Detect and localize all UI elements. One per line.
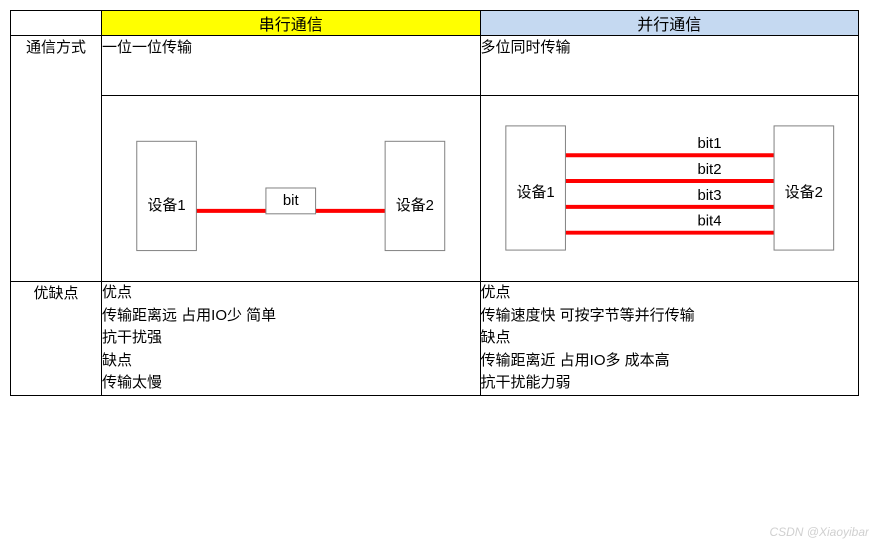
serial-desc: 一位一位传输 <box>102 36 481 96</box>
pros-row: 优缺点 优点 传输距离远 占用IO少 简单 抗干扰强 缺点 传输太慢 优点 传输… <box>11 282 859 396</box>
method-label: 通信方式 <box>11 36 102 282</box>
svg-text:设备2: 设备2 <box>784 184 822 201</box>
serial-pros: 优点 传输距离远 占用IO少 简单 抗干扰强 缺点 传输太慢 <box>102 282 481 396</box>
svg-text:bit1: bit1 <box>697 136 721 152</box>
parallel-diagram: 设备1 设备2 bit1 bit2 bit3 bit4 <box>481 96 859 276</box>
svg-text:bit4: bit4 <box>697 214 721 230</box>
header-row: 串行通信 并行通信 <box>11 11 859 36</box>
svg-text:设备1: 设备1 <box>516 184 554 201</box>
svg-text:bit3: bit3 <box>697 188 721 204</box>
comparison-table: 串行通信 并行通信 通信方式 一位一位传输 多位同时传输 设备1 设备2 bit 设… <box>10 10 859 396</box>
svg-text:设备2: 设备2 <box>396 197 434 214</box>
parallel-diagram-cell: 设备1 设备2 bit1 bit2 bit3 bit4 <box>480 96 859 282</box>
svg-text:bit2: bit2 <box>697 162 721 178</box>
svg-text:设备1: 设备1 <box>148 197 186 214</box>
parallel-pros: 优点 传输速度快 可按字节等并行传输 缺点 传输距离近 占用IO多 成本高 抗干… <box>480 282 859 396</box>
diagram-row: 设备1 设备2 bit 设备1 设备2 bit1 bit2 bit3 bit4 <box>11 96 859 282</box>
header-empty <box>11 11 102 36</box>
desc-row: 通信方式 一位一位传输 多位同时传输 <box>11 36 859 96</box>
svg-text:bit: bit <box>283 193 300 209</box>
pros-label: 优缺点 <box>11 282 102 396</box>
header-parallel: 并行通信 <box>480 11 859 36</box>
serial-diagram: 设备1 设备2 bit <box>102 96 480 276</box>
parallel-desc: 多位同时传输 <box>480 36 859 96</box>
serial-diagram-cell: 设备1 设备2 bit <box>102 96 481 282</box>
header-serial: 串行通信 <box>102 11 481 36</box>
watermark: CSDN @Xiaoyibar <box>769 525 869 539</box>
